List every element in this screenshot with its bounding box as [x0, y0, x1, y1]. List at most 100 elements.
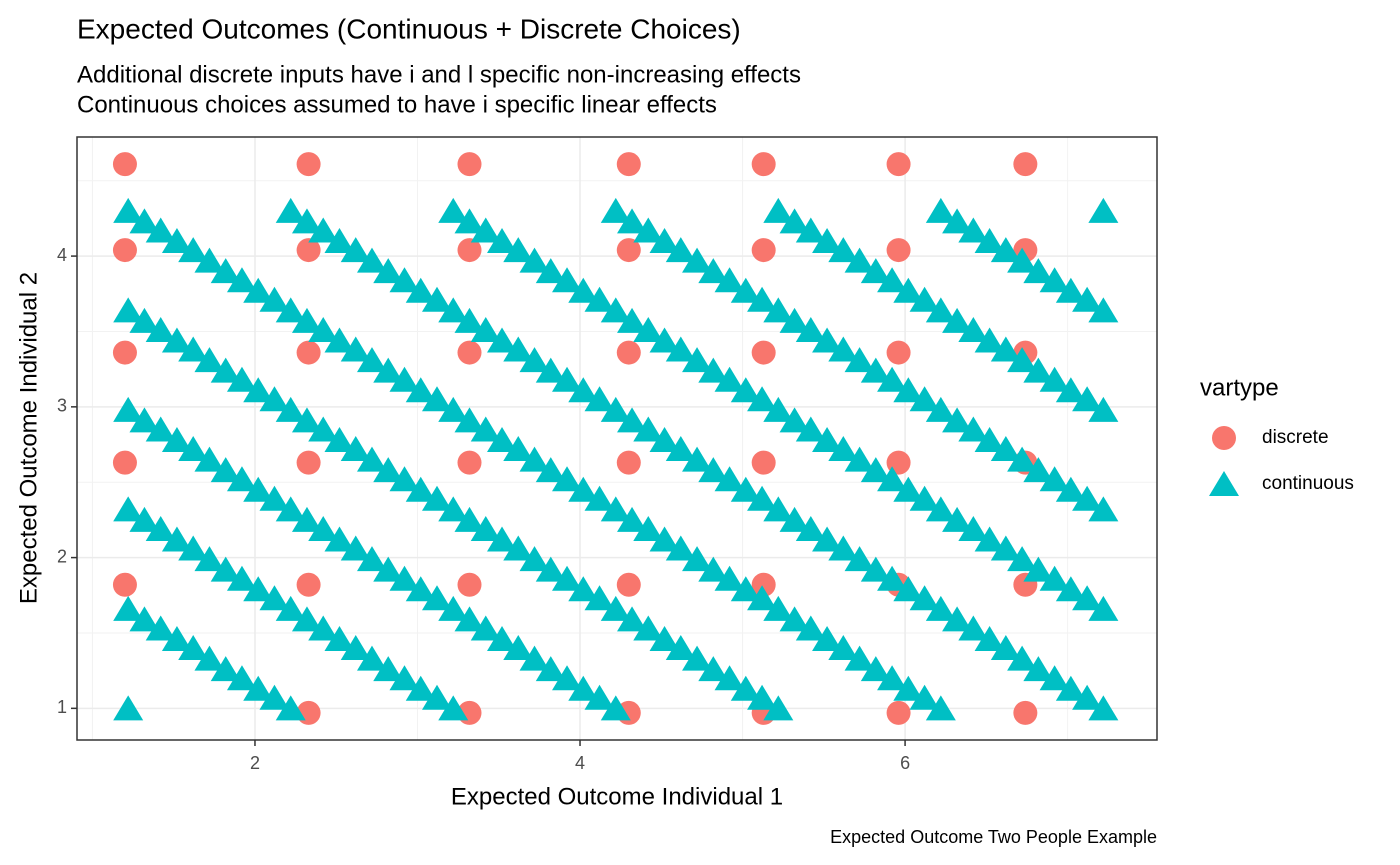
point — [454, 606, 485, 632]
point — [259, 684, 290, 710]
point — [112, 238, 137, 263]
point — [763, 197, 794, 223]
point — [763, 595, 794, 621]
point — [503, 535, 534, 561]
point — [275, 595, 306, 621]
point — [779, 606, 810, 632]
point — [1007, 247, 1038, 273]
point — [730, 675, 761, 701]
point — [275, 197, 306, 223]
point — [600, 496, 631, 522]
point — [649, 526, 680, 552]
point — [113, 695, 144, 721]
point — [925, 197, 956, 223]
point — [308, 217, 339, 243]
point — [145, 316, 176, 342]
point — [828, 336, 859, 362]
point — [161, 327, 192, 353]
point — [828, 436, 859, 462]
point — [779, 307, 810, 333]
point — [828, 535, 859, 561]
point — [633, 316, 664, 342]
legend-title: vartype — [1200, 374, 1279, 401]
point — [714, 366, 745, 392]
point — [340, 635, 371, 661]
point — [1072, 386, 1103, 412]
point — [340, 237, 371, 263]
point — [649, 427, 680, 453]
x-tick-label: 6 — [900, 753, 910, 773]
point — [1055, 377, 1086, 403]
point — [616, 238, 641, 263]
point — [633, 515, 664, 541]
point — [990, 336, 1021, 362]
point — [291, 407, 322, 433]
y-tick-label: 1 — [57, 697, 67, 717]
point — [877, 466, 908, 492]
point — [405, 675, 436, 701]
point — [886, 152, 911, 177]
point — [112, 152, 137, 177]
point — [112, 340, 137, 365]
point — [1039, 565, 1070, 591]
point — [925, 695, 956, 721]
point — [958, 217, 989, 243]
point — [259, 485, 290, 511]
point — [909, 585, 940, 611]
point — [487, 327, 518, 353]
point — [616, 450, 641, 475]
point — [617, 606, 648, 632]
point — [886, 340, 911, 365]
point — [633, 217, 664, 243]
point — [942, 307, 973, 333]
point — [161, 526, 192, 552]
point — [795, 316, 826, 342]
point — [877, 565, 908, 591]
point — [812, 427, 843, 453]
point — [535, 258, 566, 284]
y-tick-label: 2 — [57, 546, 67, 566]
point — [145, 416, 176, 442]
point — [633, 615, 664, 641]
point — [535, 357, 566, 383]
point — [1088, 695, 1119, 721]
point — [828, 635, 859, 661]
point — [194, 446, 225, 472]
point — [356, 645, 387, 671]
point — [763, 496, 794, 522]
point — [958, 515, 989, 541]
point — [682, 446, 713, 472]
point — [519, 247, 550, 273]
point — [438, 695, 469, 721]
point — [457, 572, 482, 597]
point — [275, 396, 306, 422]
point — [291, 307, 322, 333]
point — [457, 152, 482, 177]
point — [958, 615, 989, 641]
point — [860, 556, 891, 582]
point — [1088, 297, 1119, 323]
point — [129, 506, 160, 532]
point — [682, 347, 713, 373]
point — [779, 407, 810, 433]
point — [795, 217, 826, 243]
point — [145, 515, 176, 541]
point — [210, 556, 241, 582]
point — [438, 396, 469, 422]
point — [296, 340, 321, 365]
point — [422, 585, 452, 611]
point — [161, 427, 192, 453]
point — [893, 675, 924, 701]
point — [178, 237, 209, 263]
point — [779, 506, 810, 532]
point — [373, 556, 404, 582]
point — [584, 485, 615, 511]
point — [925, 297, 956, 323]
x-tick-label: 4 — [575, 753, 585, 773]
point — [698, 357, 729, 383]
point — [296, 238, 321, 263]
point — [763, 396, 794, 422]
point — [844, 446, 875, 472]
x-tick-label: 2 — [250, 753, 260, 773]
panel-border — [76, 136, 1158, 741]
